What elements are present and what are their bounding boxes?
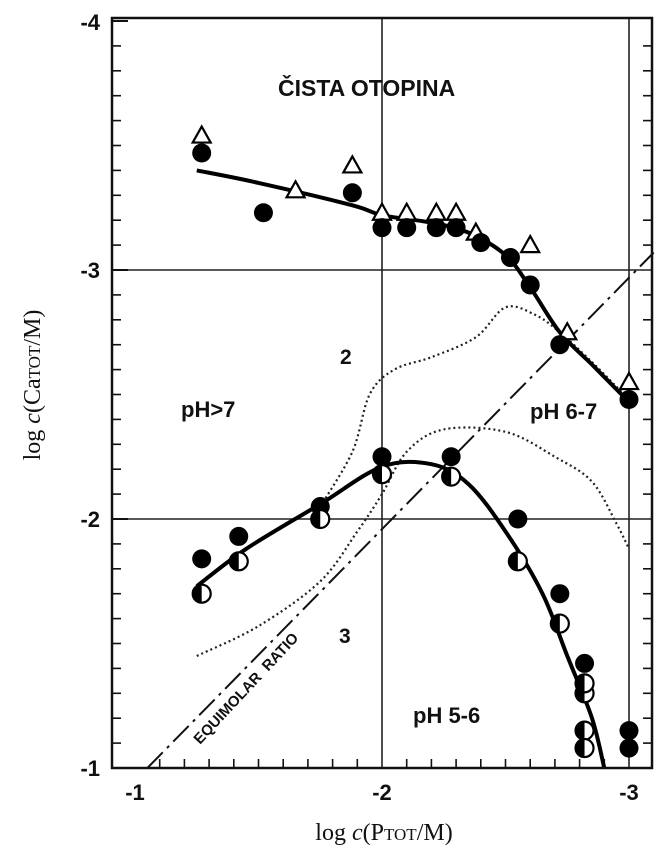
- half-filled-circle-marker: [574, 737, 595, 759]
- filled-circle-marker: [520, 275, 540, 295]
- x-axis-title: log c(PTOT/M): [315, 820, 452, 846]
- filled-circle-marker: [619, 721, 639, 741]
- filled-circle-marker: [253, 203, 273, 223]
- half-filled-circle-marker: [574, 720, 595, 741]
- filled-circle-marker: [441, 447, 461, 467]
- triangle-marker: [618, 370, 640, 391]
- lower-fit-curve: [195, 459, 607, 769]
- label-ph-above-7: pH>7: [181, 397, 235, 422]
- x-tick-label: -2: [372, 780, 392, 805]
- filled-circle-marker: [619, 389, 639, 409]
- y-axis-title: log c(CaTOT/M): [20, 310, 46, 461]
- filled-circle-marker: [471, 233, 491, 253]
- filled-circle-marker: [229, 526, 249, 546]
- x-tick-label: -1: [125, 780, 145, 805]
- dotted-curve-2: [319, 305, 630, 508]
- y-tick-label: -3: [80, 258, 100, 283]
- filled-circle-marker: [397, 218, 417, 238]
- triangle-marker: [519, 233, 542, 254]
- y-tick-label: -1: [80, 756, 100, 781]
- half-filled-circle-marker: [371, 464, 393, 485]
- filled-circle-marker: [500, 248, 520, 268]
- y-tick-label: -2: [80, 507, 100, 532]
- plot-frame: [110, 16, 654, 770]
- filled-circle-marker: [192, 549, 212, 569]
- filled-circle-marker: [550, 335, 570, 355]
- half-filled-circle-marker: [228, 551, 249, 572]
- filled-circle-marker: [372, 218, 392, 238]
- filled-circle-marker: [426, 218, 446, 238]
- triangle-marker: [341, 154, 364, 174]
- filled-circle-marker: [192, 143, 212, 163]
- half-filled-circle-marker: [310, 508, 331, 530]
- dotted-curve-3: [196, 426, 630, 657]
- chart-title: ČISTA OTOPINA: [278, 74, 455, 101]
- filled-circle-marker: [508, 509, 528, 529]
- half-filled-circle-marker: [574, 673, 595, 694]
- filled-circle-marker: [446, 218, 466, 238]
- data-markers: [190, 124, 640, 759]
- filled-circle-marker: [342, 183, 362, 203]
- filled-circle-marker: [619, 738, 639, 758]
- label-curve-2: 2: [340, 346, 352, 369]
- grid-lines: [112, 18, 652, 768]
- triangle-marker: [284, 179, 307, 199]
- half-filled-circle-marker: [507, 551, 528, 572]
- y-tick-label: -4: [80, 10, 100, 35]
- axis-ticks: [112, 20, 652, 769]
- x-tick-label: -3: [619, 780, 639, 805]
- tick-labels: -1 -2 -3 -1 -2 -3 -4: [80, 10, 638, 805]
- label-ph-5-6: pH 5-6: [413, 703, 480, 728]
- filled-circle-marker: [372, 447, 392, 467]
- filled-circle-marker: [550, 584, 570, 604]
- label-curve-3: 3: [339, 625, 351, 648]
- half-filled-circle-marker: [191, 583, 212, 604]
- half-filled-circle-marker: [549, 613, 570, 634]
- triangle-marker: [190, 124, 213, 144]
- label-ph-6-7: pH 6-7: [530, 399, 597, 424]
- half-filled-circle-marker: [441, 466, 462, 487]
- filled-circle-marker: [575, 653, 595, 673]
